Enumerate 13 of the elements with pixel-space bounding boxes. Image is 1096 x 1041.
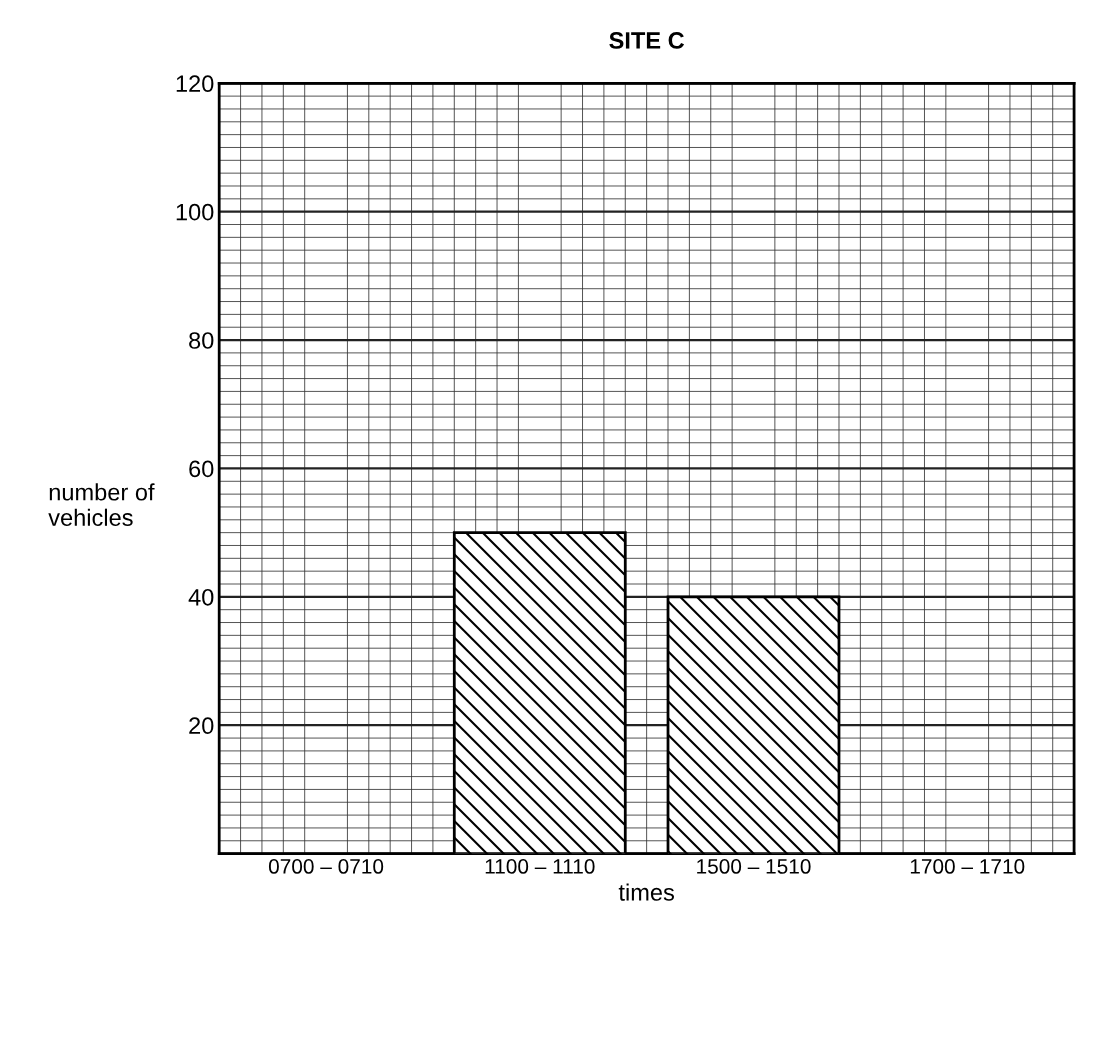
- x-tick-label: 1100 – 1110: [485, 859, 595, 874]
- y-tick-label: 80: [189, 332, 214, 349]
- x-tick-label: 0700 – 0710: [268, 859, 384, 874]
- chart-title: SITE C: [609, 32, 685, 49]
- x-tick-label: 1700 – 1710: [910, 859, 1025, 874]
- x-tick-label: 1500 – 1510: [697, 859, 811, 874]
- y-axis-title: number of vehicles: [48, 483, 155, 527]
- y-tick-label: 60: [189, 460, 214, 478]
- y-tick-label: 100: [176, 203, 214, 221]
- y-tick-label: 40: [188, 588, 214, 606]
- x-axis-title: times: [618, 883, 674, 901]
- y-tick-label: 20: [189, 717, 214, 735]
- y-tick-label: 120: [176, 75, 214, 93]
